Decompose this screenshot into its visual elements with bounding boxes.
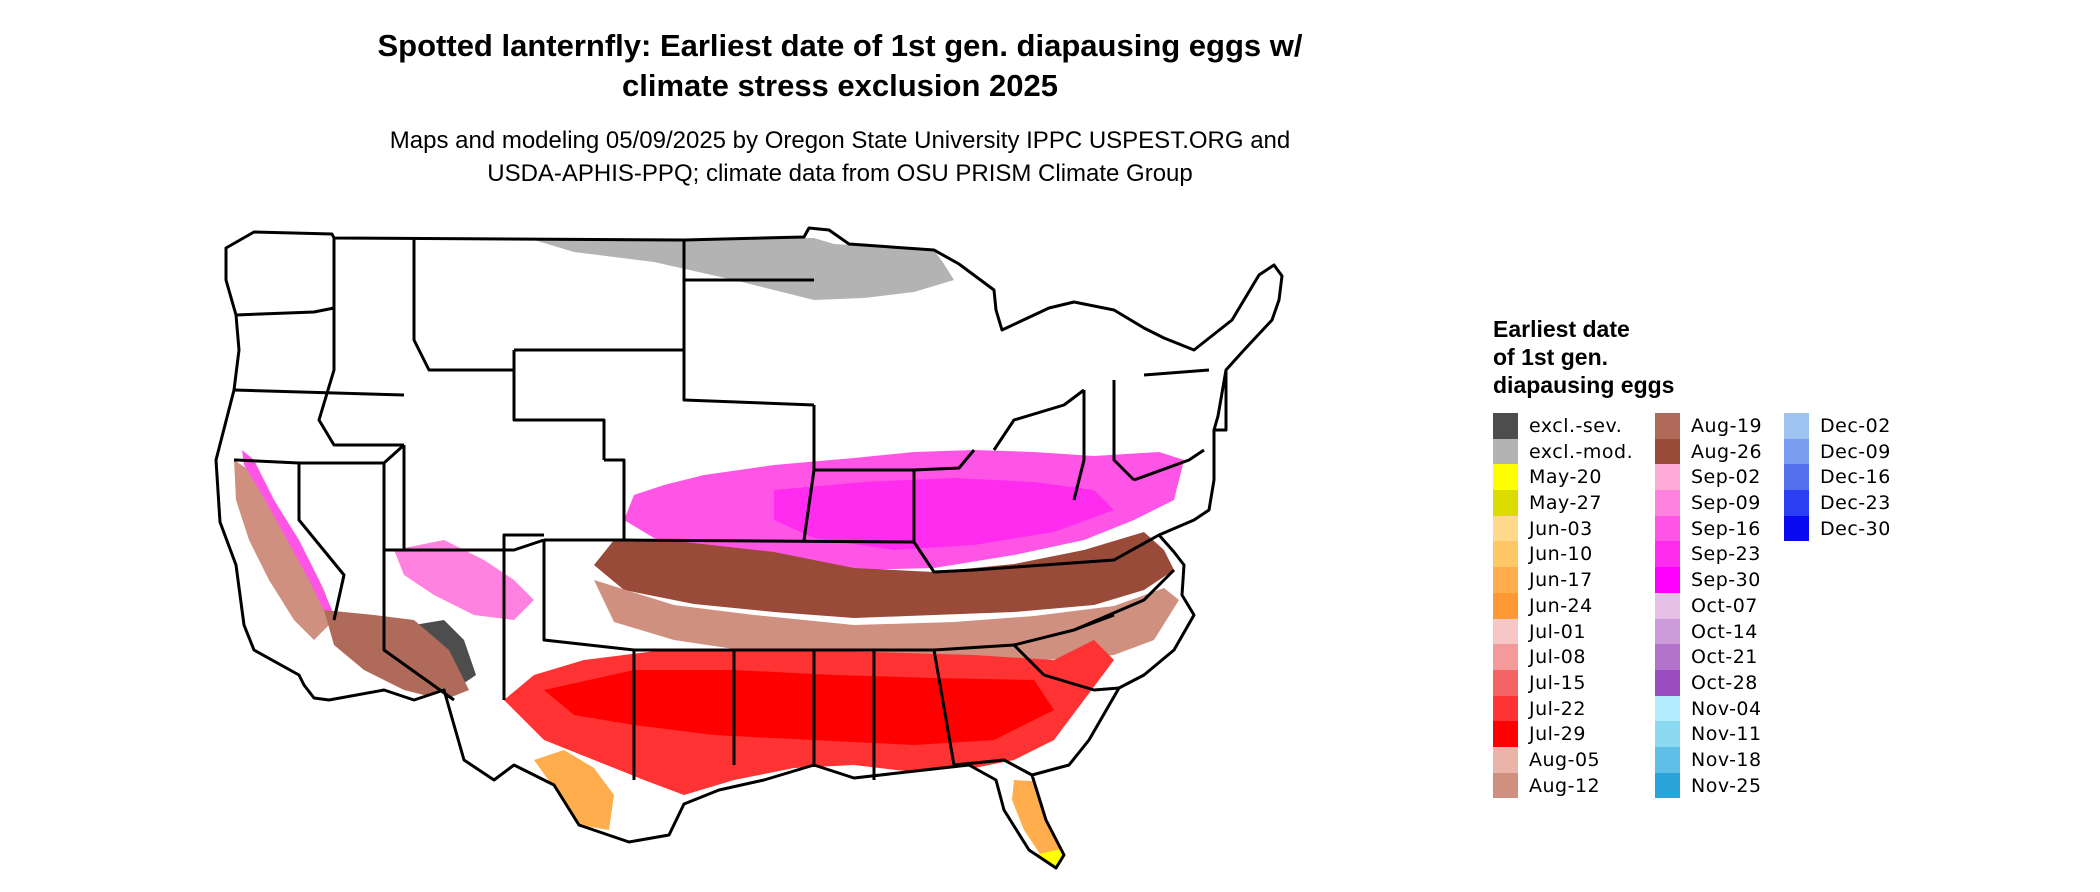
legend-label: Nov-11 [1691,723,1762,746]
map-subtitle-line-1: Maps and modeling 05/09/2025 by Oregon S… [389,127,1291,154]
zone-aug-california [234,460,334,640]
legend-swatch [1655,464,1680,491]
us-map [214,226,1284,870]
legend-label: Sep-02 [1691,466,1761,489]
zone-arizona-mix [324,610,469,700]
legend-swatch [1784,515,1809,542]
legend-label: excl.-sev. [1529,415,1623,437]
legend-swatch [1493,515,1518,542]
legend-label: Nov-04 [1691,697,1762,720]
legend-label: Dec-02 [1820,415,1891,437]
legend-swatch [1655,695,1680,722]
legend-swatch [1655,567,1680,593]
legend-swatch [1655,644,1680,670]
legend-swatch [1493,721,1518,747]
legend-label: Aug-19 [1691,415,1763,437]
legend-label: Jul-01 [1529,620,1586,643]
zone-jun-orange-texas [534,750,614,830]
legend-label: Oct-28 [1691,671,1758,694]
legend-label: Jun-03 [1529,517,1593,540]
zone-jul-deep-red [544,670,1054,745]
legend-swatch [1493,567,1518,593]
legend-label: May-20 [1529,466,1602,489]
legend-swatch [1784,464,1809,491]
legend-swatch [1784,438,1809,465]
legend-title-line-1: Earliest date [1493,316,1630,342]
legend-swatch [1493,541,1518,568]
legend-label: May-27 [1529,492,1602,515]
legend-label: Sep-30 [1691,569,1761,592]
legend-label: Jul-15 [1529,671,1586,694]
map-title: Spotted lanternfly: Earliest date of 1st… [300,26,1380,106]
map-subtitle-line-2: USDA-APHIS-PPQ; climate data from OSU PR… [487,160,1193,187]
legend-swatch [1655,438,1680,465]
legend-label: Oct-07 [1691,594,1758,617]
legend-label: Sep-09 [1691,492,1761,515]
legend-label: Dec-23 [1820,492,1891,515]
legend-label: Jun-10 [1529,543,1593,566]
legend-label: Nov-25 [1691,774,1762,797]
legend-label: Jun-24 [1529,594,1593,617]
legend-swatch [1493,644,1518,670]
legend-label: Aug-26 [1691,440,1763,463]
legend-title: Earliest date of 1st gen. diapausing egg… [1493,315,1753,399]
legend-label: Nov-18 [1691,748,1762,771]
legend-label: Dec-09 [1820,440,1891,463]
legend-swatch [1493,464,1518,491]
legend-title-line-3: diapausing eggs [1493,372,1675,398]
legend-label: Jun-17 [1529,569,1593,592]
legend-swatch [1493,490,1518,516]
legend-label: Sep-23 [1691,543,1761,566]
legend-label: Sep-16 [1691,517,1761,540]
legend-swatch [1493,438,1518,465]
legend-swatch [1655,515,1680,542]
legend-swatch [1655,721,1680,747]
legend-label: Jul-29 [1529,723,1586,746]
legend-swatch [1655,490,1680,516]
legend-label: Oct-14 [1691,620,1758,643]
zone-sep-deep [774,478,1114,550]
legend-label: Dec-16 [1820,466,1891,489]
legend-title-line-2: of 1st gen. [1493,344,1609,370]
legend-label: Dec-30 [1820,517,1891,540]
legend-swatch [1493,618,1518,645]
legend-swatch [1655,772,1680,799]
legend-swatch [1493,669,1518,696]
map-title-line-1: Spotted lanternfly: Earliest date of 1st… [377,28,1303,63]
phenology-zones [234,238,1184,868]
legend: Earliest date of 1st gen. diapausing egg… [1493,315,2093,815]
legend-swatch [1655,541,1680,568]
zone-sep-southwest-spots [394,540,534,620]
legend-swatch [1784,490,1809,516]
legend-swatch [1655,746,1680,773]
legend-swatch [1493,746,1518,773]
legend-swatch [1493,592,1518,619]
zone-excl-mod-north [534,238,954,300]
legend-label: Jul-22 [1529,697,1586,720]
legend-swatch [1493,772,1518,799]
legend-swatch [1655,669,1680,696]
zone-sep-california-edge [242,450,332,615]
legend-swatch [1655,592,1680,619]
map-subtitle: Maps and modeling 05/09/2025 by Oregon S… [300,124,1380,190]
zone-aug-brown-band [594,532,1174,618]
legend-label: Aug-12 [1529,774,1601,797]
legend-swatch [1493,695,1518,722]
legend-swatch [1655,618,1680,645]
legend-label: Oct-21 [1691,646,1758,669]
legend-swatch [1493,413,1518,439]
state-boundaries [214,226,1284,870]
map-title-line-2: climate stress exclusion 2025 [622,68,1058,103]
legend-label: Jul-08 [1529,646,1586,669]
legend-swatch [1784,413,1809,439]
legend-swatch [1655,413,1680,439]
legend-label: excl.-mod. [1529,440,1634,463]
legend-label: Aug-05 [1529,748,1601,771]
